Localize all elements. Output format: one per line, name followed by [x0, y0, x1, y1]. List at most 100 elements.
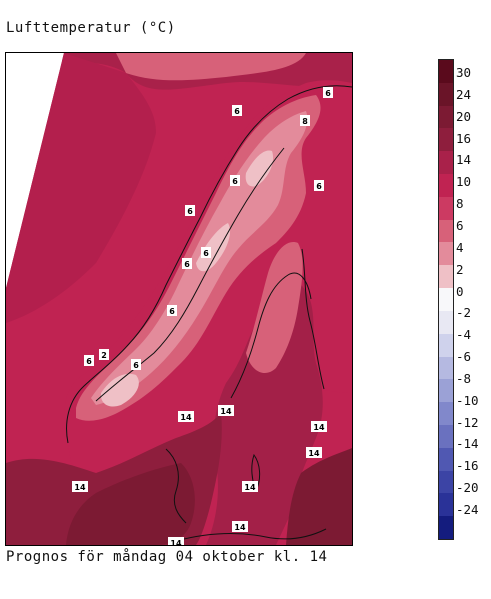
isoline-label-box — [72, 481, 88, 492]
isoline-label: 14 — [311, 421, 327, 432]
legend-tick-label: 14 — [456, 152, 472, 168]
mountain-zone-2a — [100, 373, 139, 407]
legend-band — [439, 196, 453, 221]
isoline-label: 6 — [84, 355, 94, 366]
isoline-label-text: 6 — [184, 260, 190, 269]
isoline-label-text: 6 — [203, 249, 209, 258]
legend-tick-label: -24 — [456, 502, 479, 517]
legend-tick-label: -16 — [456, 458, 479, 474]
legend-tick-label: 30 — [456, 65, 472, 80]
isoline-label: 8 — [300, 115, 310, 126]
isoline-label-box — [185, 205, 195, 216]
isoline-label-box — [201, 247, 211, 258]
isoline-label: 14 — [232, 521, 248, 532]
legend-tick-label: -20 — [456, 480, 479, 496]
legend-tick-label: 2 — [456, 261, 464, 277]
legend-band — [439, 516, 453, 540]
isoline-label: 2 — [99, 349, 109, 360]
legend-tick-label: 16 — [456, 130, 472, 146]
map-title: Lufttemperatur (°C) — [6, 20, 176, 36]
isoline-label-text: 6 — [232, 177, 238, 186]
isoline-label-text: 14 — [220, 407, 232, 416]
legend-tick-label: -12 — [456, 414, 479, 430]
isoline-label-box — [306, 447, 322, 458]
isoline-label-box — [131, 359, 141, 370]
legend-band — [439, 424, 453, 449]
isoline-label-text: 8 — [302, 117, 308, 126]
isoline-label-text: 14 — [234, 523, 246, 532]
isoline-label: 14 — [242, 481, 258, 492]
isoline-label: 6 — [323, 87, 333, 98]
legend-band — [439, 265, 453, 289]
legend-band — [439, 447, 453, 472]
isoline-label-box — [178, 411, 194, 422]
temperature-map: 6 8 6 6 6 6 6 6 6 2 6 6 14 14 14 14 14 14 14 14 — [5, 52, 353, 546]
legend-band — [439, 151, 453, 175]
southern-dark-region — [66, 463, 195, 545]
legend-band — [439, 356, 453, 380]
isoline-label-text: 14 — [308, 449, 320, 458]
isoline-label-text: 6 — [325, 89, 331, 98]
legend-band — [439, 60, 453, 84]
isoline-label-box — [182, 258, 192, 269]
isoline-label-box — [99, 349, 109, 360]
isoline-label: 14 — [218, 405, 234, 416]
legend-band — [439, 242, 453, 266]
baltic-sea — [206, 280, 323, 545]
legend-tick-label: 20 — [456, 108, 472, 124]
isoline-label: 6 — [185, 205, 195, 216]
legend-band — [439, 310, 453, 335]
isoline-label-box — [323, 87, 333, 98]
isoline-label: 14 — [72, 481, 88, 492]
color-scale-legend — [438, 59, 454, 540]
isoline-label-text: 6 — [169, 307, 175, 316]
isoline-label-text: 6 — [86, 357, 92, 366]
isoline-label-box — [300, 115, 310, 126]
denmark-coast — [165, 448, 187, 524]
isoline-label-text: 14 — [244, 483, 256, 492]
eastern-region — [286, 448, 352, 545]
isoline-label-box — [167, 305, 177, 316]
legend-band — [439, 288, 453, 312]
baltic-south-coast — [175, 528, 327, 542]
legend-band — [439, 493, 453, 517]
legend-band — [439, 219, 453, 243]
isoline-label-box — [218, 405, 234, 416]
legend-tick-label: 0 — [456, 283, 464, 299]
north-sea-zone — [116, 53, 306, 81]
legend-band — [439, 82, 453, 107]
isoline-label-text: 6 — [316, 182, 322, 191]
isoline-label: 6 — [314, 180, 324, 191]
isoline-label-text: 6 — [187, 207, 193, 216]
legend-tick-label: 6 — [456, 217, 464, 233]
legend-band — [439, 379, 453, 403]
legend-tick-label: -6 — [456, 349, 472, 365]
isoline-label-box — [242, 481, 258, 492]
legend-tick-label: -8 — [456, 370, 472, 386]
isoline-label-box — [232, 521, 248, 532]
isoline-label-box — [168, 537, 184, 545]
isoline-label: 6 — [232, 105, 242, 116]
isoline-label-box — [314, 180, 324, 191]
legend-tick-label: -2 — [456, 305, 472, 321]
legend-tick-label: 4 — [456, 239, 464, 255]
isoline-label-text: 2 — [101, 351, 107, 360]
isoline-label-box — [230, 175, 240, 186]
finland-coast — [301, 248, 325, 390]
isoline-label: 6 — [131, 359, 141, 370]
legend-band — [439, 105, 453, 129]
legend-band — [439, 333, 453, 357]
isoline-label: 14 — [168, 537, 184, 545]
mountain-zone-2c — [245, 150, 274, 187]
isoline-label-box — [232, 105, 242, 116]
isoline-label: 14 — [178, 411, 194, 422]
isoline-label-box — [84, 355, 94, 366]
legend-tick-label: 24 — [456, 86, 472, 102]
isoline-label-text: 6 — [133, 361, 139, 370]
legend-band — [439, 470, 453, 494]
isoline-label: 14 — [306, 447, 322, 458]
isoline-label-text: 14 — [170, 539, 182, 545]
isoline-label: 6 — [167, 305, 177, 316]
legend-band — [439, 128, 453, 152]
